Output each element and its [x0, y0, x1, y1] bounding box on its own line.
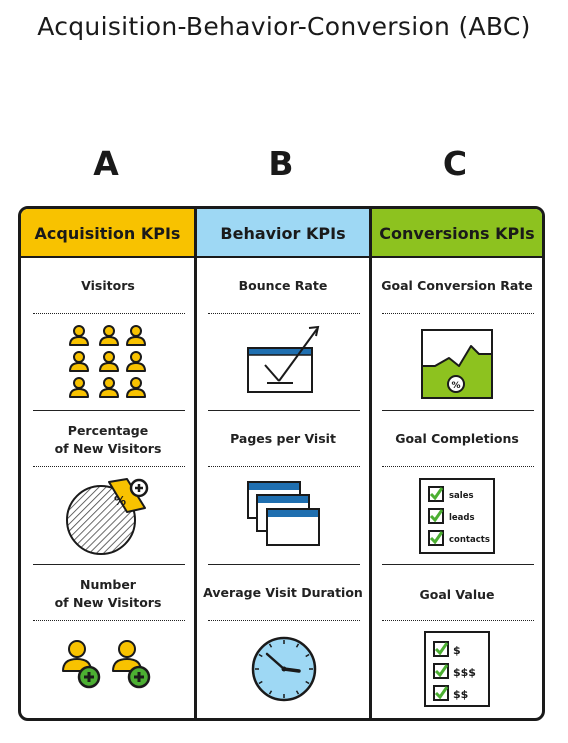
column-letter-c: C	[442, 144, 468, 183]
metric-percentage-new-visitors: Percentage of New Visitors	[54, 423, 162, 456]
metric-number-new-visitors: Number of New Visitors	[54, 577, 162, 610]
dotted-separator	[382, 620, 534, 621]
abc-table: Acquisition KPIs Behavior KPIs Conversio…	[18, 206, 545, 721]
dotted-separator	[208, 313, 360, 314]
new-visitors-pie-icon: %	[66, 478, 149, 555]
metric-goal-conversion-rate: Goal Conversion Rate	[381, 278, 533, 293]
bounce-rate-icon	[247, 325, 320, 393]
visitors-people-icon	[69, 325, 146, 398]
checklist-leads-label: leads	[449, 513, 475, 523]
row-separator	[382, 564, 534, 565]
page-title: Acquisition-Behavior-Conversion (ABC)	[37, 12, 531, 41]
column-letter-b: B	[268, 144, 294, 183]
clock-icon	[251, 636, 317, 702]
value-row-1-label: $	[453, 644, 461, 657]
row-separator	[33, 564, 185, 565]
metric-bounce-rate: Bounce Rate	[238, 278, 328, 293]
header-behavior-kpis: Behavior KPIs	[197, 209, 369, 256]
pages-per-visit-icon	[247, 481, 320, 546]
row-separator	[208, 564, 360, 565]
dotted-separator	[382, 313, 534, 314]
metric-goal-value: Goal Value	[419, 587, 495, 602]
checkbox-sales: sales	[428, 486, 474, 502]
value-row-2-label: $$$	[453, 666, 476, 679]
metric-goal-completions: Goal Completions	[395, 431, 519, 446]
goal-value-checklist-icon: $ $$$ $$	[424, 631, 490, 707]
metric-visitors: Visitors	[81, 278, 135, 293]
checklist-sales-label: sales	[449, 491, 474, 501]
new-visitors-add-icon	[62, 640, 151, 689]
dotted-separator	[33, 620, 185, 621]
dotted-separator	[208, 466, 360, 467]
metric-pages-per-visit: Pages per Visit	[230, 431, 336, 446]
percent-symbol: %	[114, 494, 126, 508]
percent-symbol: %	[451, 381, 460, 391]
checklist-contacts-label: contacts	[449, 535, 490, 545]
header-divider	[21, 256, 542, 258]
dotted-separator	[33, 466, 185, 467]
checkbox-contacts: contacts	[428, 530, 490, 546]
column-letter-a: A	[93, 144, 119, 183]
dotted-separator	[33, 313, 185, 314]
goal-completions-checklist-icon: sales leads contacts	[419, 478, 495, 554]
value-row-3-label: $$	[453, 688, 468, 701]
goal-conversion-rate-icon: %	[421, 329, 493, 399]
dotted-separator	[208, 620, 360, 621]
column-divider-1	[194, 209, 197, 718]
metric-average-visit-duration: Average Visit Duration	[203, 585, 363, 600]
checkbox-leads: leads	[428, 508, 475, 524]
column-divider-2	[369, 209, 372, 718]
value-row-2: $$$	[433, 663, 476, 679]
value-row-1: $	[433, 641, 461, 657]
row-separator	[208, 410, 360, 411]
row-separator	[33, 410, 185, 411]
value-row-3: $$	[433, 685, 468, 701]
header-acquisition-kpis: Acquisition KPIs	[21, 209, 194, 256]
header-conversions-kpis: Conversions KPIs	[372, 209, 542, 256]
dotted-separator	[382, 466, 534, 467]
row-separator	[382, 410, 534, 411]
